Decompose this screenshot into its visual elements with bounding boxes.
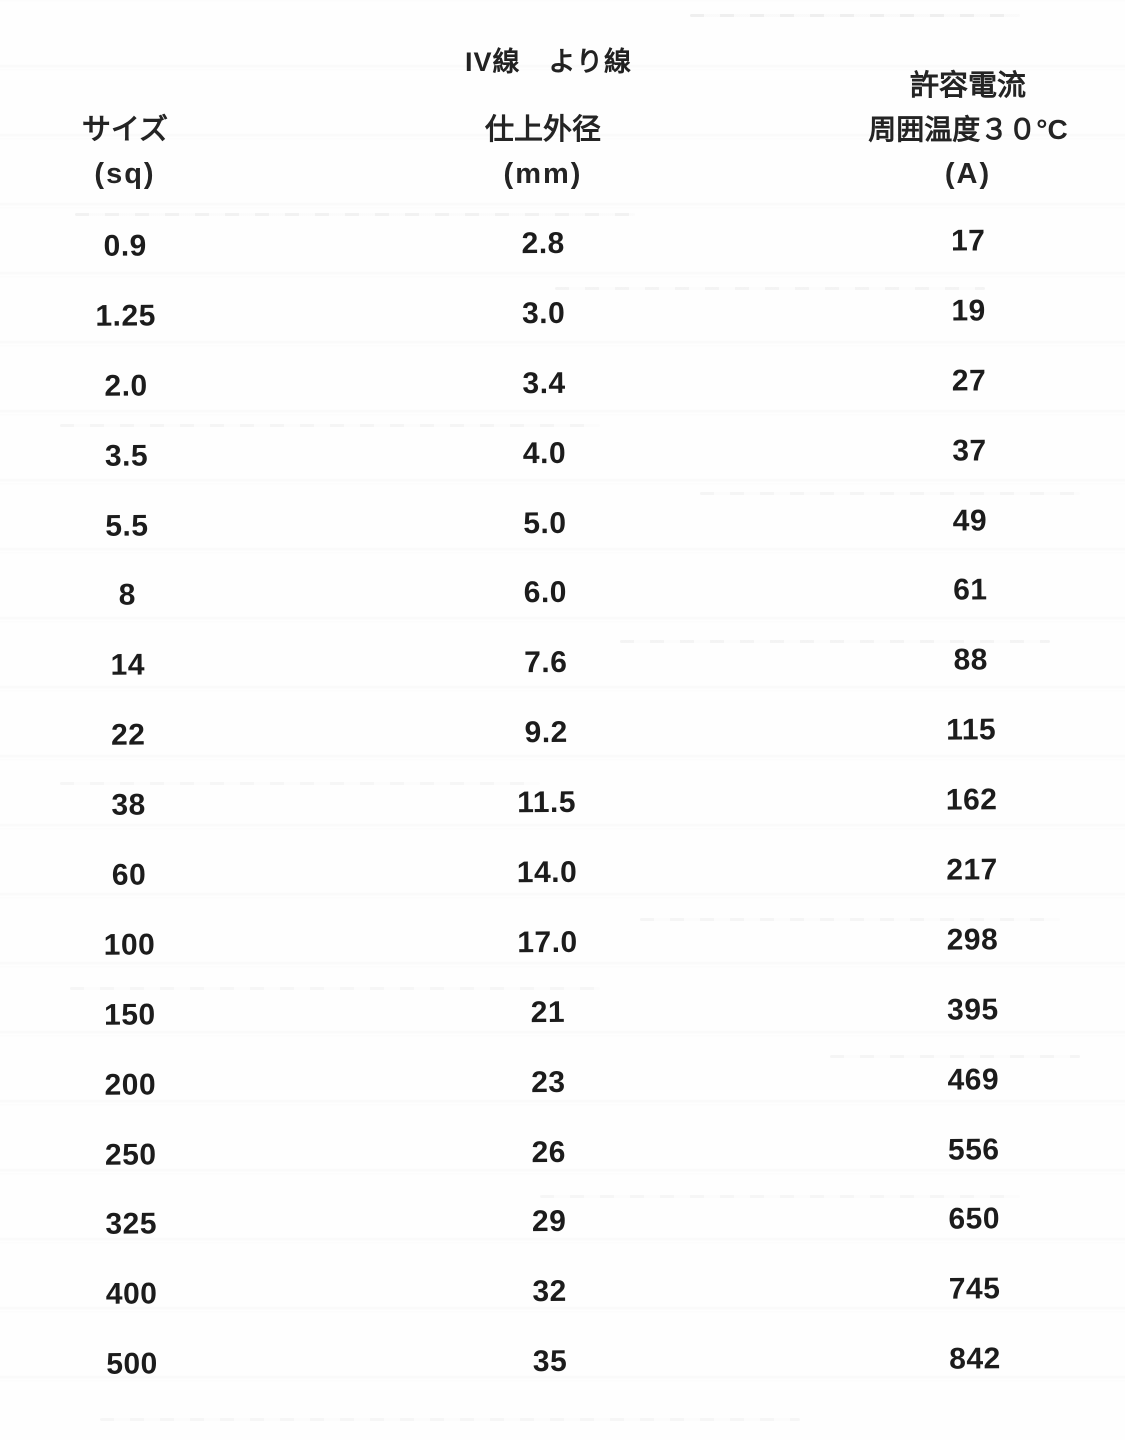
cell-allowable-current: 162 [945,783,998,817]
column-header-size: サイズ (sq) [0,108,250,196]
cell-outer-diameter: 26 [531,1135,567,1169]
table-row: 3.5 4.0 37 [1,415,1101,492]
table-row: 150 21 395 [5,974,1105,1051]
cell-allowable-current: 395 [947,993,999,1027]
cell-size: 14 [110,648,146,683]
cell-outer-diameter: 21 [530,995,566,1029]
cell-size: 2.0 [104,369,148,403]
cell-outer-diameter: 35 [532,1345,568,1379]
cell-size: 60 [111,858,147,892]
scan-artifact [100,1418,800,1421]
cell-size: 250 [104,1138,157,1172]
table-row: 14 7.6 88 [3,625,1103,702]
cell-allowable-current: 217 [946,853,998,887]
cell-outer-diameter: 4.0 [522,436,567,470]
column-unit-allowable-current: (A) [944,158,992,190]
table-row: 60 14.0 217 [4,835,1104,912]
cell-allowable-current: 745 [948,1272,1001,1306]
cell-size: 400 [105,1277,158,1312]
table-header: サイズ (sq) 仕上外径 (mm) 許容電流 周囲温度３０°C (A) [0,62,1100,196]
cell-outer-diameter: 9.2 [524,716,568,750]
table-row: 2.0 3.4 27 [1,345,1101,422]
table-row: 8 6.0 61 [2,555,1102,632]
column-label-allowable-current: 許容電流 [909,70,1026,102]
table-row: 250 26 556 [6,1114,1106,1191]
cell-allowable-current: 88 [953,643,989,677]
cell-allowable-current: 61 [953,573,988,608]
column-unit-outer-diameter: (mm) [503,158,583,190]
table-row: 38 11.5 162 [3,765,1103,842]
cell-allowable-current: 27 [951,364,987,398]
table-body: 0.9 2.8 17 1.25 3.0 19 2.0 3.4 27 3.5 4.… [0,206,1107,1401]
cell-outer-diameter: 11.5 [517,785,577,820]
table-row: 325 29 650 [6,1184,1106,1261]
table-row: 200 23 469 [5,1044,1105,1121]
cell-allowable-current: 37 [952,434,987,468]
cell-size: 5.5 [105,509,149,543]
cell-outer-diameter: 14.0 [516,855,578,890]
cell-outer-diameter: 7.6 [524,646,568,680]
column-label-size: サイズ [81,114,169,146]
cell-outer-diameter: 29 [531,1205,567,1239]
cell-size: 150 [104,998,156,1032]
cell-outer-diameter: 32 [532,1275,567,1309]
cell-size: 22 [110,718,146,752]
table-row: 100 17.0 298 [4,905,1104,982]
cell-size: 0.9 [103,229,147,263]
table-row: 1.25 3.0 19 [0,276,1100,353]
column-unit-size: (sq) [94,158,156,190]
scan-artifact [690,14,1020,17]
cell-allowable-current: 469 [947,1062,1000,1097]
cell-size: 1.25 [95,299,156,333]
cell-size: 3.5 [104,439,149,473]
table-row: 22 9.2 115 [3,695,1103,772]
cell-size: 8 [118,578,137,613]
cell-size: 500 [106,1347,158,1381]
cell-allowable-current: 298 [946,923,999,957]
cell-size: 200 [104,1068,157,1102]
table-row: 0.9 2.8 17 [0,206,1100,283]
table-row: 500 35 842 [7,1324,1107,1401]
cell-outer-diameter: 5.0 [523,506,567,540]
table-row: 5.5 5.0 49 [2,485,1102,562]
cell-allowable-current: 19 [951,294,986,328]
cell-allowable-current: 650 [948,1202,1001,1237]
cell-outer-diameter: 6.0 [523,576,568,610]
cell-allowable-current: 556 [947,1132,1000,1167]
cell-outer-diameter: 3.0 [521,296,566,331]
cell-outer-diameter: 3.4 [522,366,566,400]
cell-outer-diameter: 23 [531,1065,566,1099]
column-sublabel-ambient-temp: 周囲温度３０°C [868,114,1068,145]
table-row: 400 32 745 [6,1254,1106,1331]
document-title: IV線 より線 [465,47,632,77]
cell-allowable-current: 842 [949,1342,1001,1376]
cell-allowable-current: 17 [950,224,986,258]
cell-size: 38 [111,788,146,822]
cell-allowable-current: 49 [952,503,988,538]
cell-outer-diameter: 2.8 [521,226,565,261]
column-label-outer-diameter: 仕上外径 [484,114,601,146]
column-header-outer-diameter: 仕上外径 (mm) [250,108,836,196]
cell-size: 100 [103,928,156,962]
column-header-allowable-current: 許容電流 周囲温度３０°C (A) [836,64,1100,196]
cell-allowable-current: 115 [946,713,997,747]
cell-outer-diameter: 17.0 [517,925,578,960]
cell-size: 325 [105,1207,158,1242]
